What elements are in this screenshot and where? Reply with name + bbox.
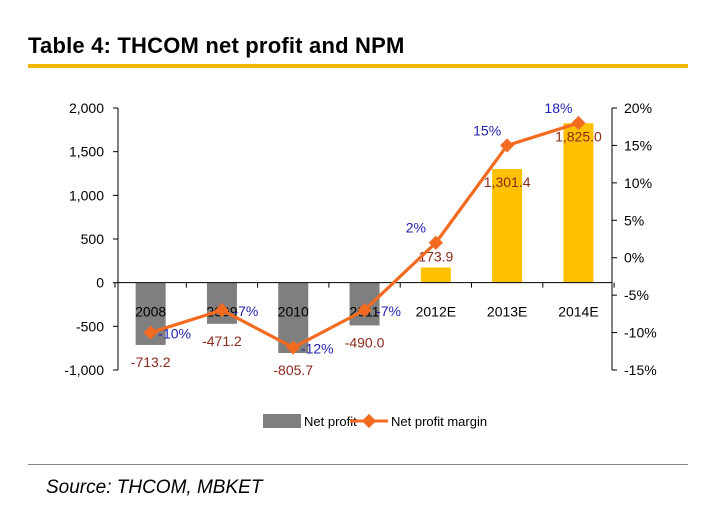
npm-marker xyxy=(500,138,515,153)
legend-label-npm: Net profit margin xyxy=(391,414,487,429)
bar-2012E xyxy=(420,267,451,283)
bar-2014E xyxy=(563,123,594,283)
bar-value-label: 1,825.0 xyxy=(555,128,602,144)
npm-marker xyxy=(214,303,230,318)
left-tick-label: 1,500 xyxy=(69,144,104,160)
legend-swatch-net-profit xyxy=(263,414,301,428)
right-tick-label: 10% xyxy=(624,175,652,191)
left-tick-label: 0 xyxy=(96,275,104,291)
footer-divider xyxy=(28,464,688,465)
right-tick-label: 0% xyxy=(624,250,644,266)
right-tick-label: -10% xyxy=(624,325,657,341)
npm-value-label: -12% xyxy=(301,341,334,357)
npm-value-label: 18% xyxy=(544,100,572,116)
source-note: Source: THCOM, MBKET xyxy=(46,477,263,498)
npm-marker xyxy=(357,303,372,318)
category-label: 2014E xyxy=(558,304,598,320)
bar-value-label: -713.2 xyxy=(131,354,171,370)
npm-value-label: 2% xyxy=(406,220,426,236)
right-tick-label: 20% xyxy=(624,100,652,116)
chart-title: Table 4: THCOM net profit and NPM xyxy=(28,33,405,58)
right-tick-label: -15% xyxy=(624,362,657,378)
right-tick-label: -5% xyxy=(624,287,649,303)
npm-marker xyxy=(143,325,158,340)
category-label: 2008 xyxy=(135,304,166,320)
bar-value-label: -471.2 xyxy=(202,333,242,349)
bar-2013E xyxy=(492,169,523,283)
right-tick-label: 15% xyxy=(624,137,652,153)
npm-value-label: -10% xyxy=(158,326,191,342)
bar-value-label: 1,301.4 xyxy=(484,174,531,190)
category-label: 2013E xyxy=(487,304,527,320)
legend-label-net-profit: Net profit xyxy=(304,414,357,429)
title-underline xyxy=(28,64,688,68)
left-tick-label: -500 xyxy=(76,318,104,334)
left-tick-label: 500 xyxy=(81,231,105,247)
right-tick-label: 5% xyxy=(624,212,644,228)
npm-marker xyxy=(286,340,301,355)
left-tick-label: -1,000 xyxy=(64,362,104,378)
category-label: 2010 xyxy=(278,304,309,320)
left-tick-label: 2,000 xyxy=(69,100,104,116)
npm-marker xyxy=(428,235,443,250)
net-profit-npm-chart: -1,000 -500 0 500 1,000 1,500 2,000 -15% -10% -5%… xyxy=(64,100,657,429)
bar-value-label: -805.7 xyxy=(273,362,313,378)
npm-value-label: 15% xyxy=(473,122,501,138)
bar-value-label: -490.0 xyxy=(345,334,385,350)
category-label: 2012E xyxy=(416,304,456,320)
npm-marker xyxy=(571,115,586,131)
npm-value-label: -7% xyxy=(233,303,258,319)
npm-value-label: -7% xyxy=(376,303,401,319)
legend-marker-npm xyxy=(361,413,377,429)
left-tick-label: 1,000 xyxy=(69,187,104,203)
